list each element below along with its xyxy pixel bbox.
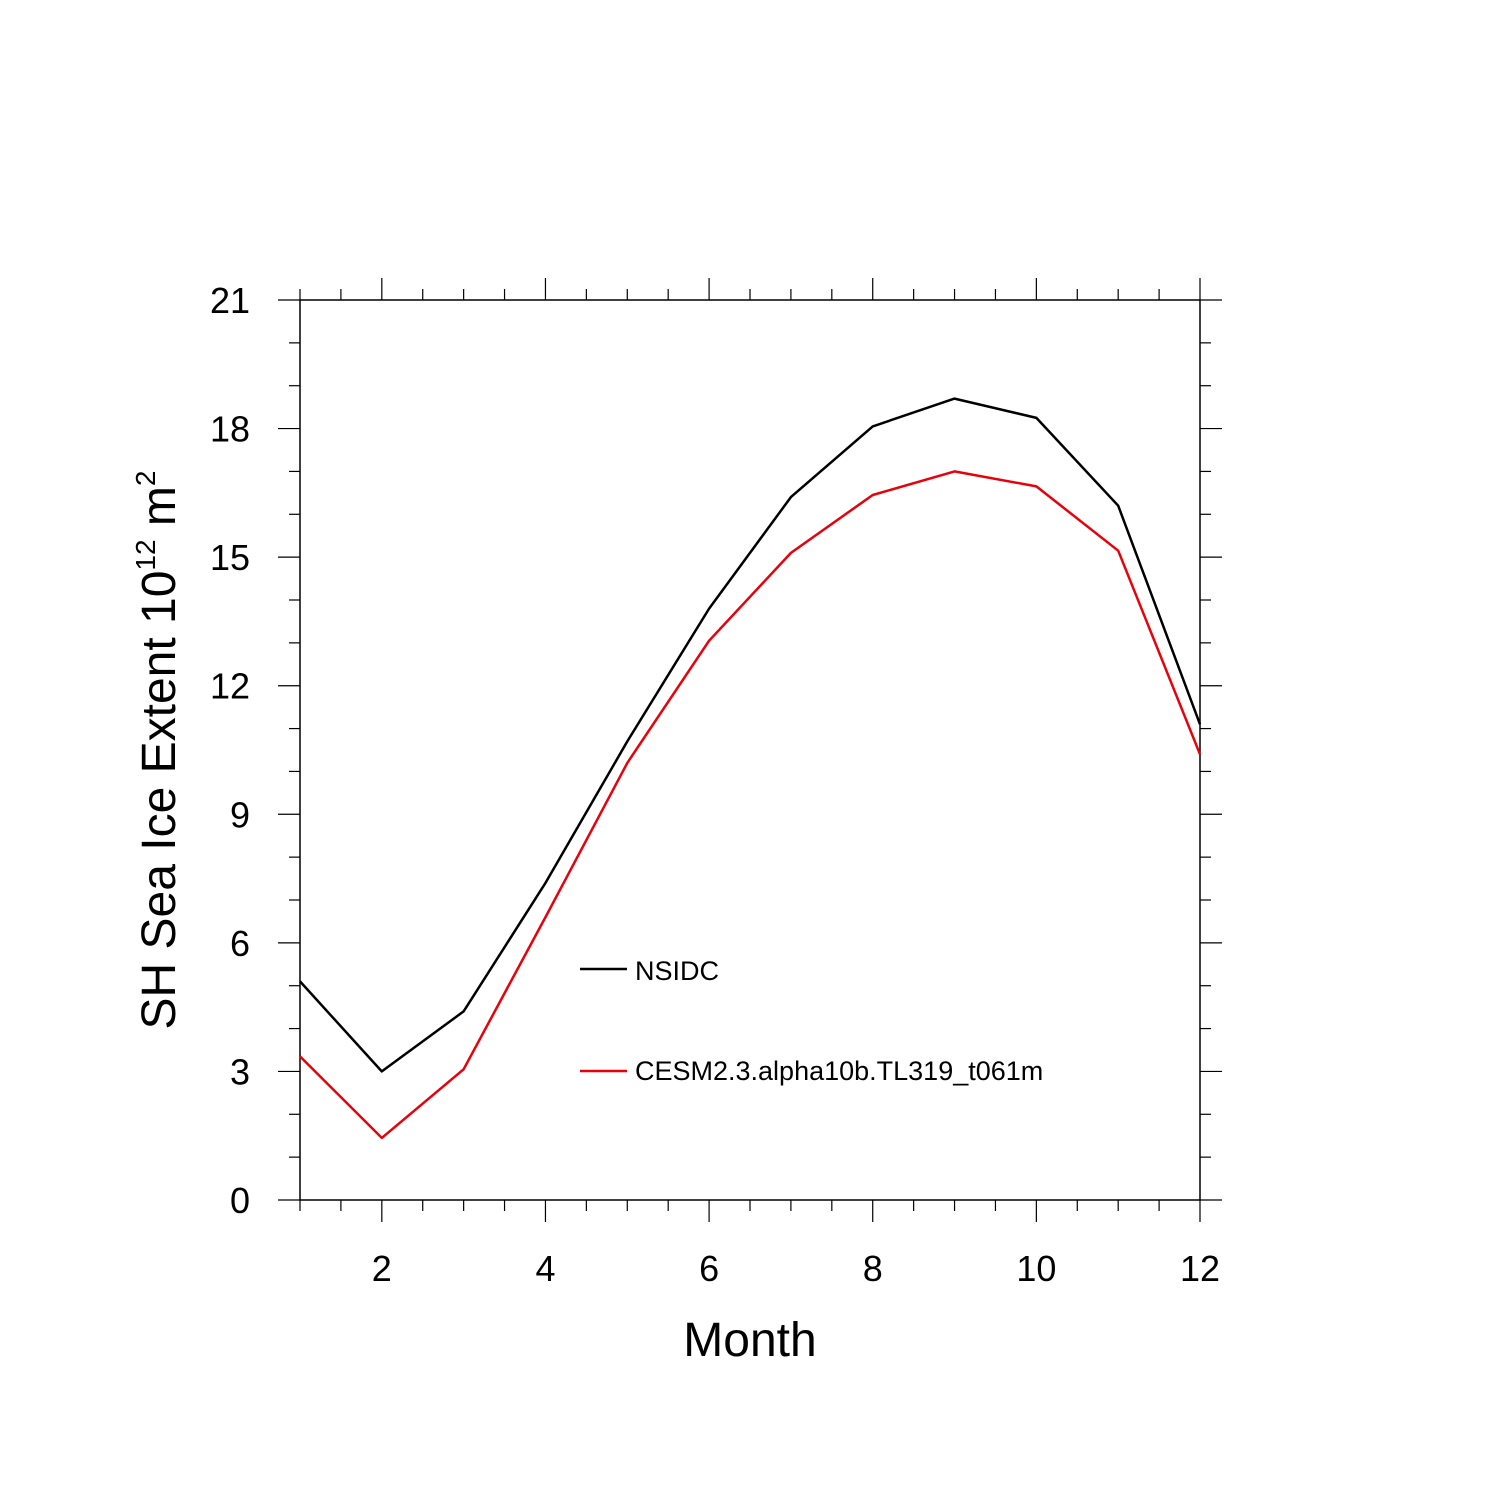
y-tick-label: 9 — [230, 794, 250, 835]
tick-marks — [278, 278, 1222, 1222]
legend: NSIDC CESM2.3.alpha10b.TL319_t061m — [580, 956, 1043, 1086]
y-tick-label: 3 — [230, 1051, 250, 1092]
x-tick-label: 12 — [1180, 1248, 1220, 1289]
series-line-nsidc — [299, 397, 1202, 1073]
series-lines — [299, 397, 1202, 1140]
y-axis-title: SH Sea Ice Extent 1012 m2 — [130, 471, 186, 1030]
y-axis-title-unit: m — [133, 486, 186, 539]
y-tick-label: 18 — [210, 409, 250, 450]
x-tick-label: 8 — [863, 1248, 883, 1289]
x-tick-label: 6 — [699, 1248, 719, 1289]
x-axis-title: Month — [683, 1314, 816, 1367]
y-tick-label: 6 — [230, 923, 250, 964]
y-tick-label: 12 — [210, 666, 250, 707]
legend-label-nsidc: NSIDC — [635, 956, 719, 986]
y-tick-label: 21 — [210, 280, 250, 321]
series-line-cesm — [299, 470, 1202, 1140]
y-axis-title-exponent: 12 — [130, 539, 161, 570]
plot-frame — [299, 299, 1201, 1201]
tick-labels: 2 4 6 8 10 12 0 3 6 9 12 15 18 21 — [210, 280, 1220, 1289]
y-axis-title-text: SH Sea Ice Extent 10 — [133, 571, 186, 1030]
x-tick-label: 2 — [372, 1248, 392, 1289]
y-axis-title-unit-exponent: 2 — [130, 471, 161, 487]
y-tick-label: 0 — [230, 1180, 250, 1221]
legend-label-cesm: CESM2.3.alpha10b.TL319_t061m — [635, 1056, 1043, 1086]
y-tick-label: 15 — [210, 537, 250, 578]
x-tick-label: 10 — [1016, 1248, 1056, 1289]
x-tick-label: 4 — [535, 1248, 555, 1289]
